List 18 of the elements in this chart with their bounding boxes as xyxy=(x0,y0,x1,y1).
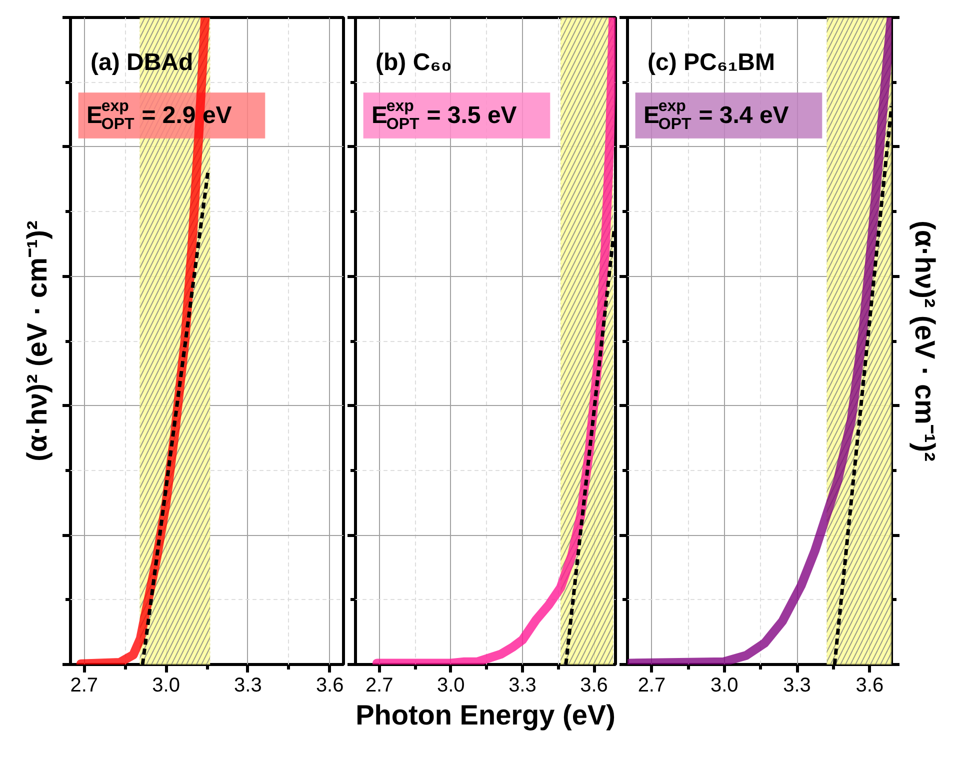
text: (c) PC₆₁BM xyxy=(648,49,775,76)
x-tick-label: 3.3 xyxy=(508,674,536,696)
x-tick-label: 2.7 xyxy=(70,674,98,696)
x-tick-label: 3.6 xyxy=(316,674,344,696)
x-tick-label: 3.6 xyxy=(580,674,608,696)
x-tick-label: 2.7 xyxy=(365,674,394,696)
x-tick-label: 3.3 xyxy=(234,674,262,696)
text: (b) C₆₀ xyxy=(376,49,452,76)
x-tick-label: 3.3 xyxy=(783,674,811,696)
x-tick-label: 3.0 xyxy=(152,674,180,696)
x-tick-label: 3.6 xyxy=(856,674,884,696)
x-tick-label: 3.0 xyxy=(437,674,465,696)
x-tick-label: 2.7 xyxy=(638,674,666,696)
text: (a) DBAd xyxy=(90,49,194,76)
y-axis-title: (α·hν)² (eV · cm⁻¹)² xyxy=(22,220,52,462)
x-axis-title: Photon Energy (eV) xyxy=(356,700,616,730)
x-tick-label: 3.0 xyxy=(710,674,738,696)
y2-axis-title: (α·hν)² (eV · cm⁻¹)² xyxy=(910,220,940,462)
